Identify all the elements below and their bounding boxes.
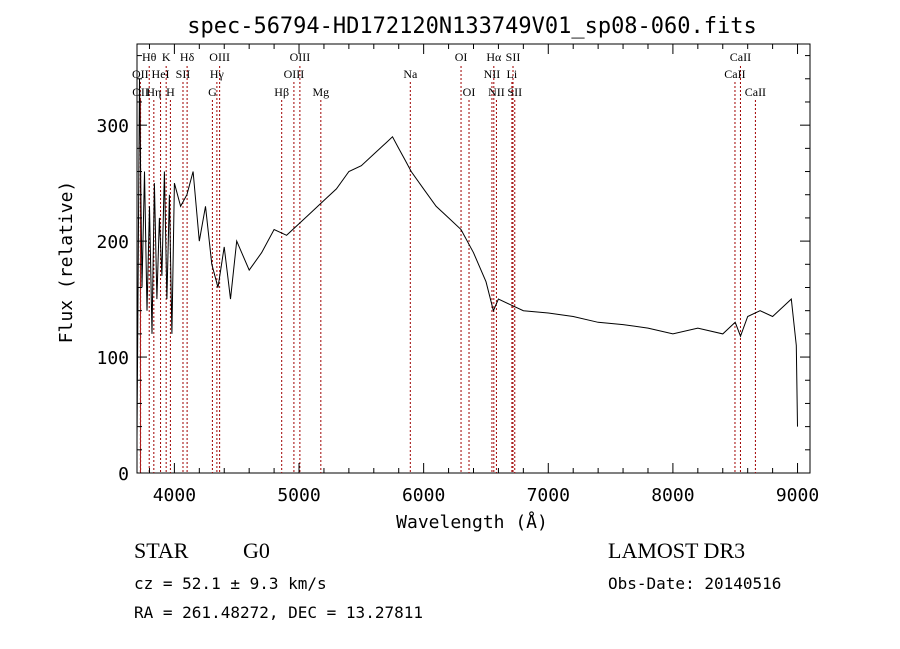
x-tick-label: 6000 — [402, 485, 445, 506]
line-marker-label: K — [162, 50, 171, 64]
line-marker-label: CaII — [730, 50, 751, 64]
line-marker-label: SII — [506, 50, 521, 64]
line-marker-label: Hγ — [210, 67, 225, 81]
line-marker-label: OI — [455, 50, 468, 64]
x-tick-label: 4000 — [153, 485, 196, 506]
line-marker-label: CaII — [724, 67, 745, 81]
y-axis: 0 100 200 300 — [96, 55, 810, 485]
y-tick-label: 300 — [96, 116, 129, 137]
line-marker-label: Na — [403, 67, 418, 81]
survey-label: LAMOST DR3 — [608, 538, 746, 563]
line-marker-label: Mg — [312, 85, 329, 99]
y-tick-label: 0 — [118, 464, 129, 485]
line-marker-label: NII — [484, 67, 501, 81]
spectral-subclass: G0 — [243, 538, 270, 563]
spectrum-line — [136, 78, 798, 439]
x-axis: 4000 5000 6000 7000 8000 9000 — [148, 44, 819, 506]
plot-frame — [136, 43, 811, 474]
line-marker-label: CaII — [745, 85, 766, 99]
line-marker-label: OII — [132, 67, 149, 81]
y-tick-label: 100 — [96, 348, 129, 369]
line-marker-label: OIII — [209, 50, 230, 64]
line-marker-label: SII — [176, 67, 191, 81]
object-type: STAR — [134, 538, 189, 563]
x-tick-label: 8000 — [651, 485, 694, 506]
line-marker-label: OIII — [290, 50, 311, 64]
line-marker-label: Hη — [146, 85, 161, 99]
line-marker-label: Li — [507, 67, 518, 81]
x-tick-label: 7000 — [527, 485, 570, 506]
x-tick-label: 9000 — [776, 485, 819, 506]
line-marker-label: Hβ — [274, 85, 289, 99]
line-marker-label: G — [208, 85, 217, 99]
line-marker-label: OIII — [284, 67, 305, 81]
line-marker-label: OII — [132, 85, 149, 99]
coordinates: RA = 261.48272, DEC = 13.27811 — [134, 603, 423, 622]
line-marker-label: Hθ — [142, 50, 157, 64]
line-marker-label: Hδ — [180, 50, 195, 64]
observation-date: Obs-Date: 20140516 — [608, 574, 782, 593]
line-marker-label: OI — [463, 85, 476, 99]
line-marker-label: H — [166, 85, 175, 99]
y-axis-label: Flux (relative) — [56, 181, 77, 344]
redshift-velocity: cz = 52.1 ± 9.3 km/s — [134, 574, 327, 593]
x-axis-label: Wavelength (Å) — [396, 511, 548, 533]
line-marker-label: Hα — [486, 50, 502, 64]
line-marker-label: SII — [507, 85, 522, 99]
x-tick-label: 5000 — [277, 485, 320, 506]
y-tick-label: 200 — [96, 232, 129, 253]
line-marker-label: NII — [488, 85, 505, 99]
chart-title: spec-56794-HD172120N133749V01_sp08-060.f… — [187, 14, 757, 39]
line-marker-label: HeI — [152, 67, 170, 81]
